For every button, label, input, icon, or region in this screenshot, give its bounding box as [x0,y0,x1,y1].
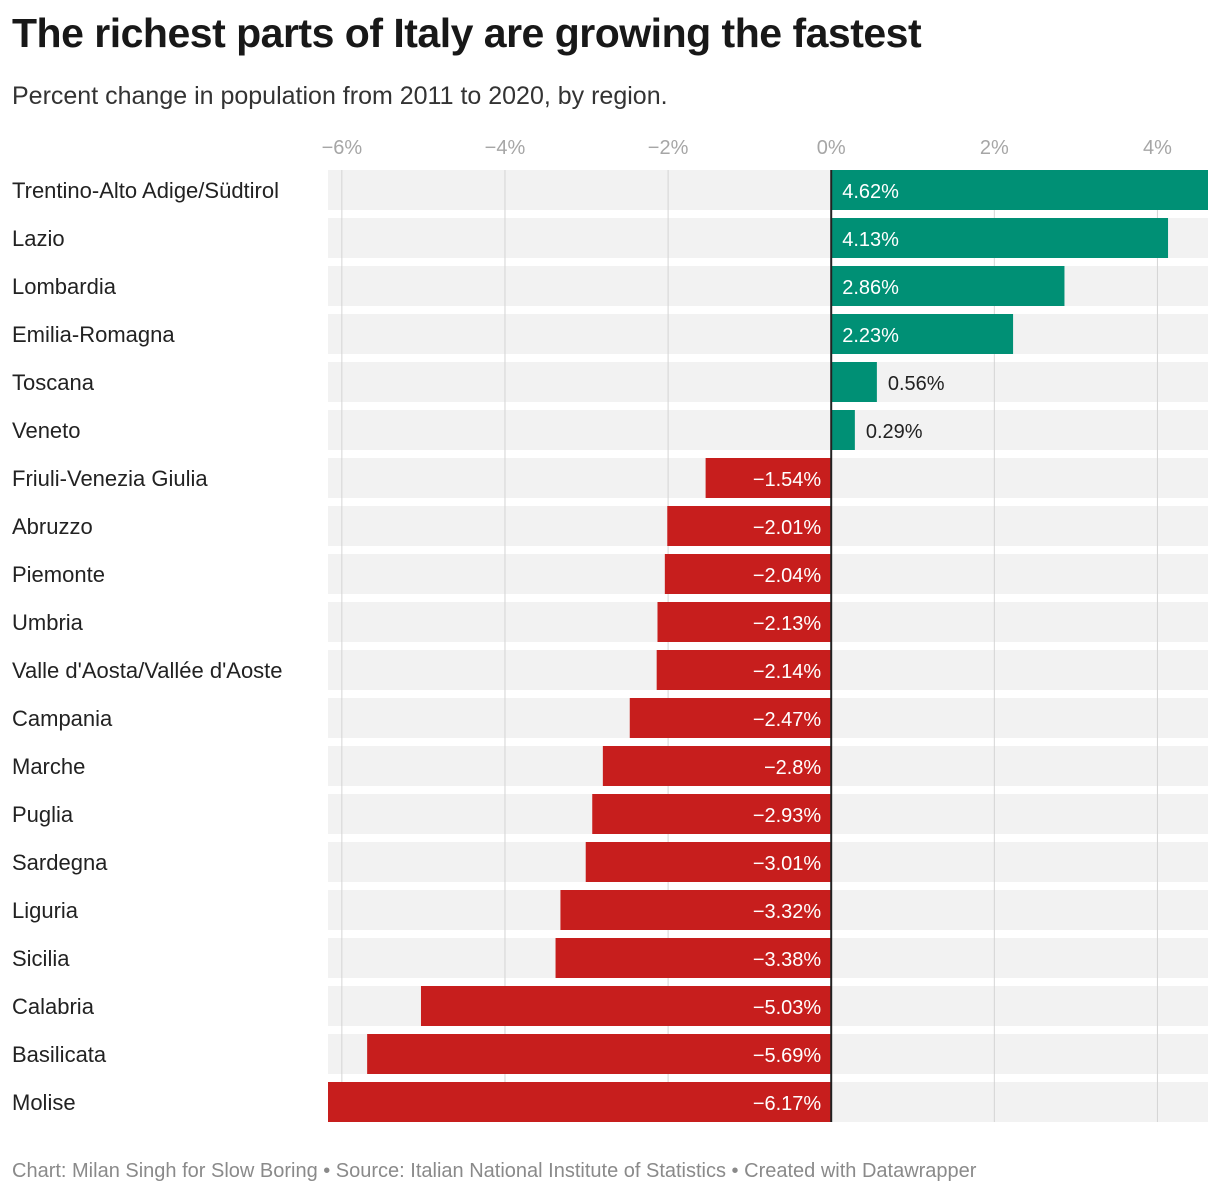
x-axis-ticks: −6% −4% −2% 0% 2% 4% [322,137,1173,159]
category-label: Valle d'Aosta/Vallée d'Aoste [12,658,283,683]
category-label: Liguria [12,898,79,923]
bar [656,650,832,690]
bar [831,410,855,450]
value-labels: 4.62% 4.13% 2.86% 2.23% 0.56% 0.29% −1.54% −2.0… [753,181,945,1115]
bar [585,842,832,882]
row-backgrounds [328,170,1208,1122]
value-label: 2.23% [842,325,899,347]
category-label: Veneto [12,418,81,443]
x-tick-label: −2% [648,137,689,159]
x-tick-label: −4% [485,137,526,159]
bar [367,1034,832,1074]
x-tick-label: 4% [1143,137,1172,159]
value-label: −5.69% [753,1045,822,1067]
bar [667,506,832,546]
value-label: 4.62% [842,181,899,203]
bar [705,458,832,498]
value-label: −5.03% [753,997,822,1019]
value-label: −1.54% [753,469,822,491]
value-label: 0.56% [888,373,945,395]
category-label: Umbria [12,610,84,635]
chart-title: The richest parts of Italy are growing t… [12,10,922,56]
bar [831,314,1014,354]
value-label: −3.01% [753,853,822,875]
value-label: −2.04% [753,565,822,587]
bar [629,698,832,738]
value-label: −2.01% [753,517,822,539]
value-label: −2.93% [753,805,822,827]
bar [420,986,832,1026]
category-label: Lombardia [12,274,117,299]
category-label: Toscana [12,370,95,395]
row-background [328,314,1208,354]
value-label: −2.14% [753,661,822,683]
bar [592,794,832,834]
category-label: Emilia-Romagna [12,322,175,347]
chart-footer: Chart: Milan Singh for Slow Boring • Sou… [12,1160,977,1182]
category-labels: Trentino-Alto Adige/Südtirol Lazio Lombard… [12,178,283,1115]
value-label: −2.8% [764,757,821,779]
category-label: Friuli-Venezia Giulia [12,466,208,491]
value-label: 0.29% [866,421,923,443]
category-label: Piemonte [12,562,105,587]
value-label: −2.13% [753,613,822,635]
bar [664,554,832,594]
row-background [328,362,1208,402]
bar [555,938,832,978]
category-label: Calabria [12,994,95,1019]
bars [328,170,1208,1122]
value-label: 4.13% [842,229,899,251]
category-label: Trentino-Alto Adige/Südtirol [12,178,279,203]
bar [602,746,832,786]
category-label: Sicilia [12,946,70,971]
value-label: −3.38% [753,949,822,971]
bar-chart: −6% −4% −2% 0% 2% 4% Trentino-Alto Adige/Südt… [12,137,1208,1122]
value-label: −3.32% [753,901,822,923]
bar [328,1082,832,1122]
category-label: Abruzzo [12,514,93,539]
bar [831,170,1208,210]
x-tick-label: −6% [322,137,363,159]
category-label: Puglia [12,802,74,827]
category-label: Sardegna [12,850,108,875]
category-label: Lazio [12,226,65,251]
value-label: −2.47% [753,709,822,731]
x-tick-label: 2% [980,137,1009,159]
category-label: Campania [12,706,113,731]
value-label: −6.17% [753,1093,822,1115]
category-label: Marche [12,754,85,779]
bar [831,218,1169,258]
bar [560,890,832,930]
x-tick-label: 0% [817,137,846,159]
category-label: Basilicata [12,1042,107,1067]
bar [831,266,1065,306]
bar [831,362,877,402]
row-background [328,266,1208,306]
category-label: Molise [12,1090,76,1115]
value-label: 2.86% [842,277,899,299]
chart-subtitle: Percent change in population from 2011 t… [12,82,668,110]
bar [657,602,832,642]
gridlines [341,170,1158,1122]
row-background [328,410,1208,450]
